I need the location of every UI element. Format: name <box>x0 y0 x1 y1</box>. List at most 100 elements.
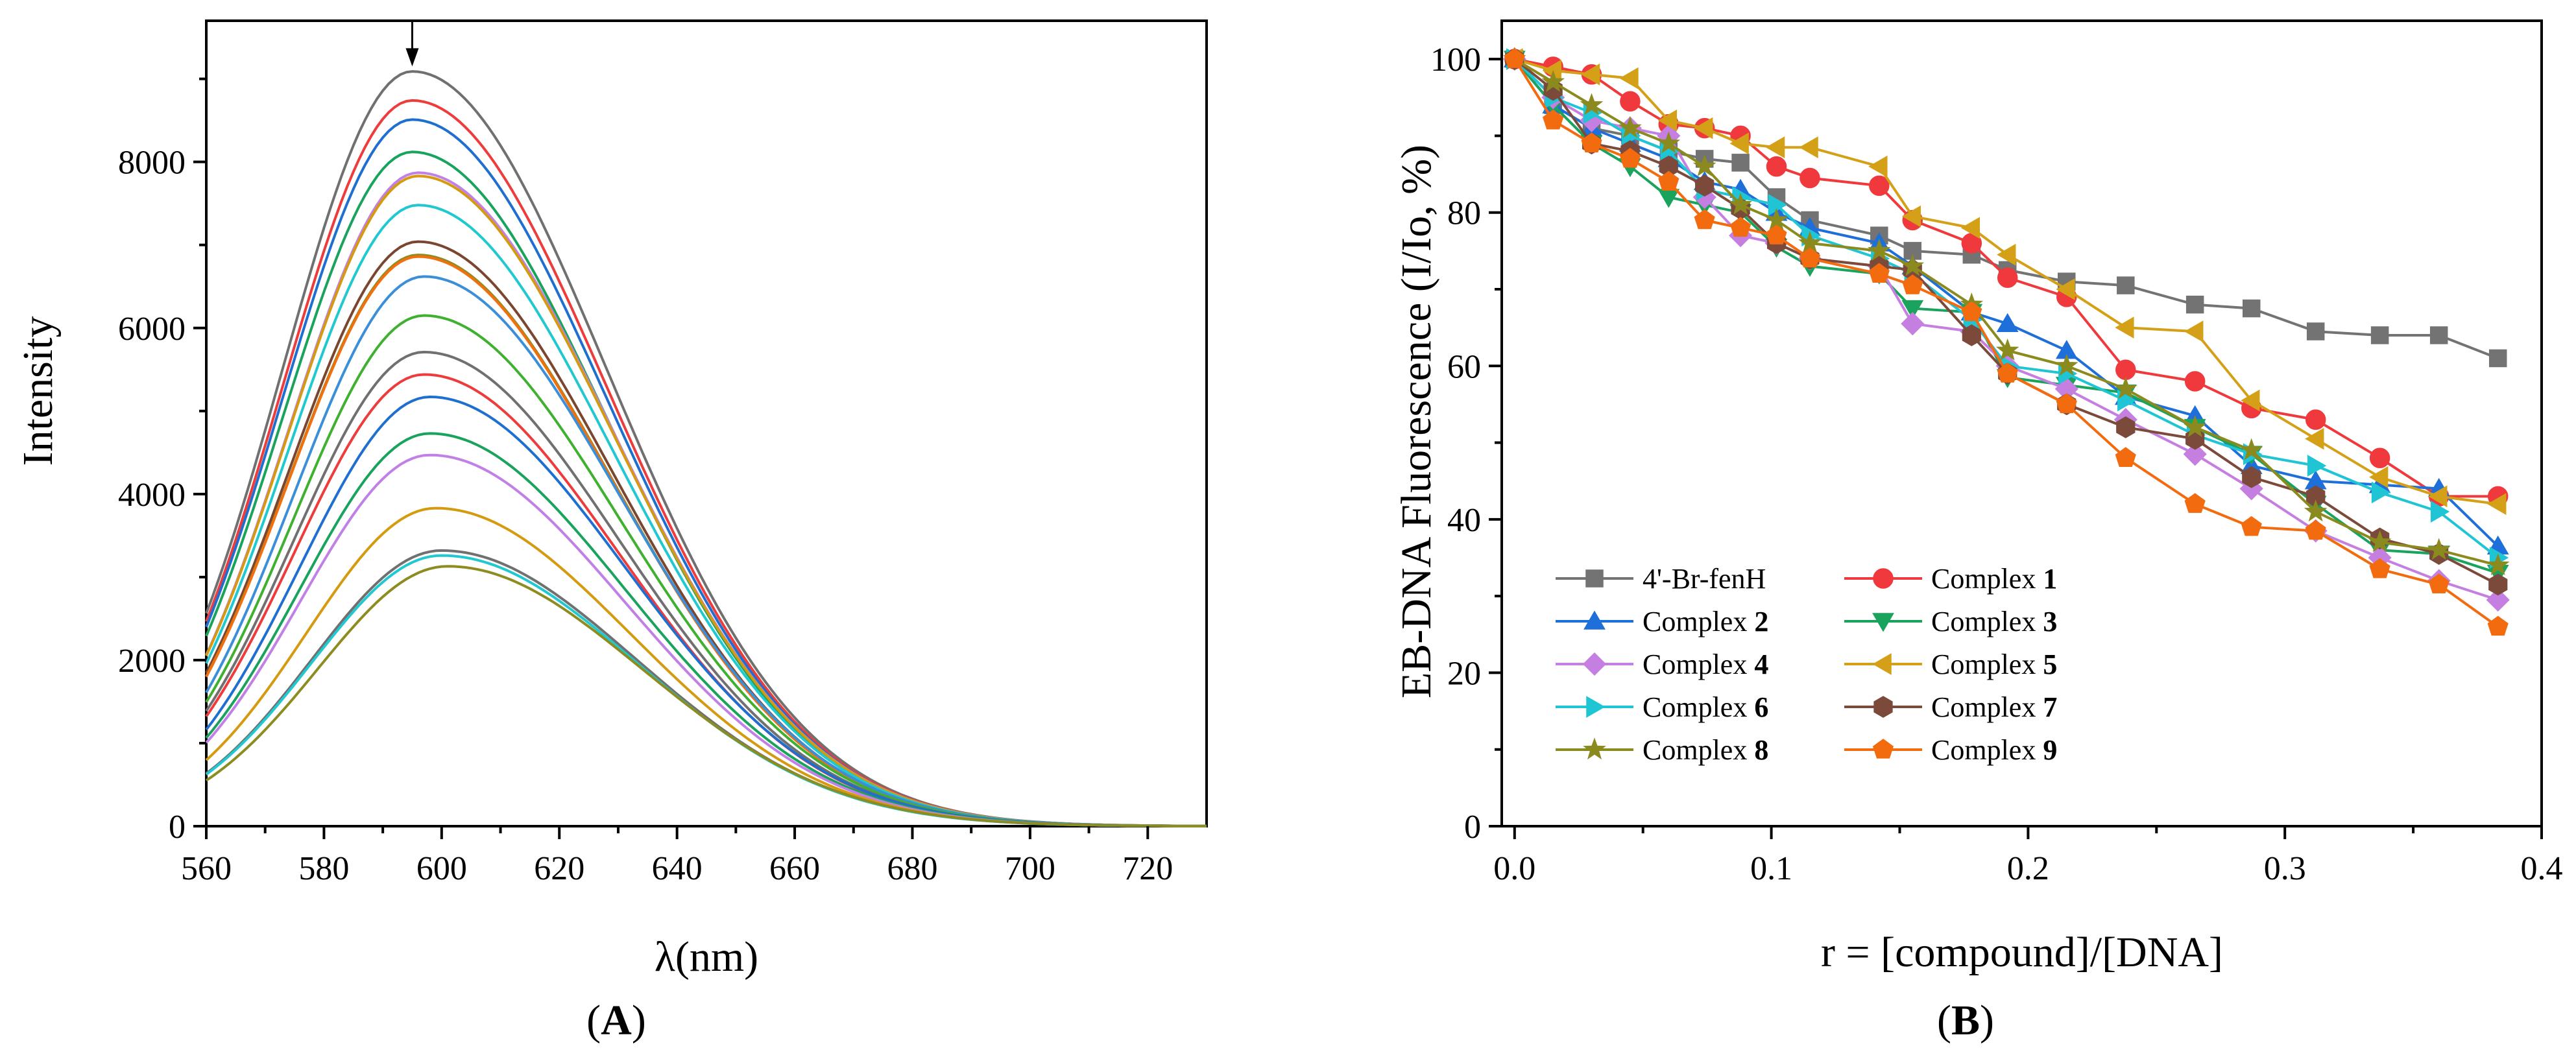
panel-a-spectra-chart: 560 580 600 620 640 660 680 700 720 0 2000 4000 600… <box>14 19 1208 1044</box>
panel-b-y-tick-label: 40 <box>1447 502 1481 539</box>
panel-b-data-point <box>1869 175 1890 196</box>
legend-marker <box>1873 696 1893 718</box>
panel-b-data-point <box>2488 573 2508 596</box>
panel-b-data-point <box>2242 299 2261 318</box>
legend-item: Complex 6 <box>1556 691 1768 723</box>
panel-b-data-point <box>2304 499 2328 522</box>
panel-b-data-point <box>1580 93 1604 115</box>
panel-b-data-point <box>2369 558 2390 578</box>
panel-b-data-point <box>1657 131 1681 154</box>
panel-b-y-axis-title: EB-DNA Fluorescence (I/Io, %) <box>1393 145 1440 698</box>
panel-b-data-point <box>2305 427 2324 450</box>
panel-a-arrow <box>405 21 419 67</box>
panel-a-spectrum-curve <box>205 549 1207 827</box>
panel-a-spectrum-curve <box>205 506 1207 827</box>
panel-b-data-point <box>1995 338 2019 361</box>
panel-b-data-point <box>2305 519 2326 540</box>
panel-b-data-point <box>1901 205 1921 228</box>
panel-b-data-point <box>1867 239 1891 261</box>
panel-a-x-tick-label: 680 <box>887 850 937 887</box>
panel-b-data-point <box>2241 516 2262 536</box>
legend-label: Complex 2 <box>1643 606 1768 637</box>
panel-b-data-point <box>2117 276 2135 294</box>
legend-item: 4'-Br-fenH <box>1556 563 1766 595</box>
panel-b-data-point <box>1730 217 1751 237</box>
panel-b-data-point <box>1766 224 1787 244</box>
panel-b-y-ticks: 0 20 40 60 80 100 <box>1430 42 1502 846</box>
panel-b-data-point <box>1619 115 1642 138</box>
panel-b-data-point <box>1694 117 1713 139</box>
panel-b-x-axis-title: r = [compound]/[DNA] <box>1821 929 2223 976</box>
panel-a-spectrum-curve <box>205 255 1207 827</box>
panel-b-y-tick-label: 80 <box>1447 195 1481 232</box>
panel-a-x-tick-label: 700 <box>1005 850 1055 887</box>
panel-b-data-point <box>2242 466 2261 488</box>
panel-a-x-tick-label: 600 <box>416 850 467 887</box>
legend-marker <box>1873 568 1894 589</box>
panel-b-data-point <box>2430 501 2450 523</box>
panel-b-data-point <box>2241 389 2260 412</box>
panel-b-data-point <box>1543 109 1564 130</box>
panel-a-x-tick-label: 640 <box>652 850 703 887</box>
panel-b-data-point <box>2184 493 2206 513</box>
panel-a-x-tick-label: 560 <box>181 850 232 887</box>
panel-b-data-point <box>2487 615 2509 636</box>
panel-a-y-axis-title: Intensity <box>14 316 62 466</box>
panel-a-spectrum-curve <box>205 204 1207 827</box>
panel-b-x-tick-label: 0.1 <box>1750 850 1792 887</box>
panel-a-y-tick-label: 6000 <box>118 311 186 348</box>
panel-b-y-tick-label: 100 <box>1430 42 1481 78</box>
panel-a-spectrum-curve <box>205 240 1207 827</box>
legend-label: Complex 8 <box>1643 734 1768 766</box>
legend-label: Complex 9 <box>1931 734 2057 766</box>
legend-item: Complex 4 <box>1556 648 1768 680</box>
panel-b-data-point <box>2487 493 2507 516</box>
legend-item: Complex 9 <box>1844 734 2057 766</box>
panel-b-data-point <box>2184 320 2204 342</box>
panel-b-x-tick-label: 0.3 <box>2264 850 2306 887</box>
panel-b-data-point <box>2113 377 2137 399</box>
panel-b-series-10 <box>1504 48 2509 636</box>
legend-label: Complex 7 <box>1931 691 2057 723</box>
panel-b-data-point <box>2427 538 2451 560</box>
panel-b-data-point <box>1868 155 1888 178</box>
legend-item: Complex 8 <box>1556 734 1768 766</box>
panel-b-data-point <box>1766 156 1787 177</box>
legend-marker <box>1586 696 1606 718</box>
panel-b-data-point <box>2240 438 2263 460</box>
panel-b-data-point <box>1960 217 1980 239</box>
panel-b-data-point <box>2115 316 2134 339</box>
panel-b-x-tick-label: 0.4 <box>2521 850 2563 887</box>
legend-marker <box>1583 610 1606 630</box>
panel-b-data-point <box>2307 455 2327 477</box>
panel-b-data-point <box>1997 243 2016 266</box>
panel-b-data-point <box>2428 573 2450 594</box>
panel-b-data-point <box>2056 393 2077 414</box>
legend-marker <box>1582 652 1607 676</box>
panel-b-y-tick-label: 60 <box>1447 348 1481 385</box>
panel-b-data-point <box>2429 326 2448 344</box>
panel-a-spectrum-curve <box>205 314 1207 827</box>
legend-marker <box>1585 569 1604 588</box>
panel-a-spectrum-curve <box>205 275 1207 827</box>
legend-label: Complex 5 <box>1931 648 2057 680</box>
legend-marker <box>1872 739 1894 759</box>
panel-b-data-point <box>1962 324 1981 346</box>
legend-item: Complex 2 <box>1556 606 1768 637</box>
panel-b-y-tick-label: 20 <box>1447 655 1481 692</box>
panel-b-data-point <box>1868 263 1890 283</box>
panel-b-y-tick-label: 0 <box>1464 809 1481 846</box>
panel-b-data-point <box>1901 254 1925 276</box>
panel-b-label: (B) <box>1937 997 1994 1044</box>
panel-a-arrow-head <box>405 48 419 67</box>
panel-a-x-tick-label: 580 <box>298 850 349 887</box>
panel-b-data-point <box>1997 267 2018 289</box>
panel-b-plot-frame <box>1500 19 2543 827</box>
panel-b-data-point <box>1695 174 1715 197</box>
panel-b-data-point <box>1996 313 2019 332</box>
panel-b-data-point <box>2055 353 2078 376</box>
panel-b-series <box>1502 47 2510 636</box>
panel-b-data-point <box>2369 466 2389 488</box>
panel-b-x-tick-label: 0.2 <box>2007 850 2049 887</box>
